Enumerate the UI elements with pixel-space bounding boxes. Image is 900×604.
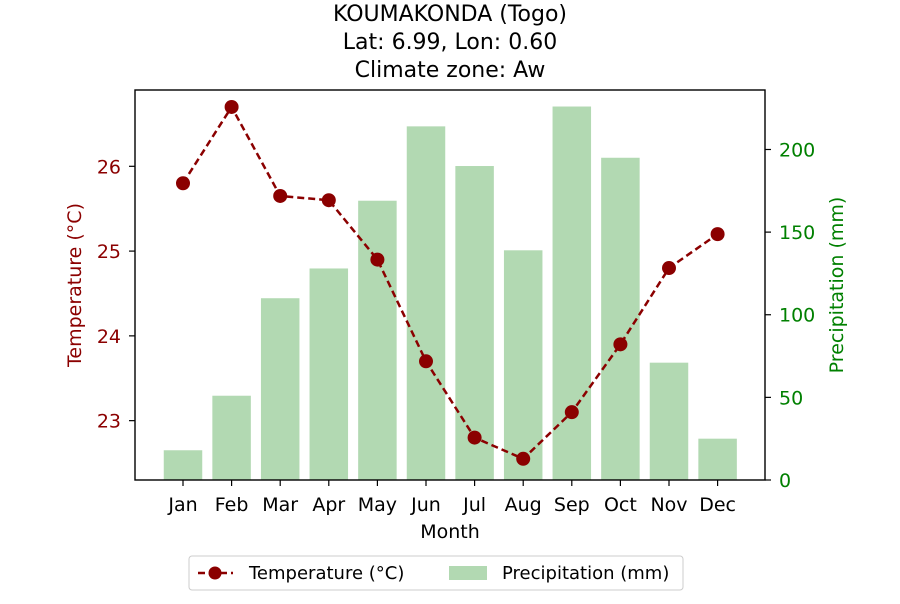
right-tick-label-200: 200: [779, 139, 815, 161]
x-tick-label-jan: Jan: [167, 494, 197, 516]
temperature-point-jun: [419, 354, 433, 368]
precipitation-bar-jun: [407, 126, 446, 480]
x-tick-label-sep: Sep: [554, 494, 590, 516]
x-tick-label-feb: Feb: [215, 494, 249, 516]
temperature-line: [176, 100, 725, 466]
right-tick-label-100: 100: [779, 305, 815, 327]
x-axis: Jan Feb Mar Apr May Jun Jul Aug Sep Oct Nov Dec: [167, 480, 736, 516]
x-tick-label-nov: Nov: [650, 494, 687, 516]
legend-temperature-marker: [209, 567, 222, 580]
precipitation-bar-jan: [164, 450, 203, 480]
left-tick-label-25: 25: [97, 241, 121, 263]
temperature-point-nov: [662, 261, 676, 275]
x-tick-label-aug: Aug: [505, 494, 542, 516]
x-tick-label-jul: Jul: [462, 494, 486, 516]
x-tick-label-oct: Oct: [604, 494, 637, 516]
legend: Temperature (°C) Precipitation (mm): [189, 556, 683, 590]
title-line-3: Climate zone: Aw: [355, 58, 546, 83]
legend-temperature-label: Temperature (°C): [248, 563, 404, 584]
precipitation-bar-oct: [601, 158, 640, 480]
temperature-point-jan: [176, 176, 190, 190]
left-temperature-axis: 23 24 25 26: [97, 156, 135, 432]
x-tick-label-may: May: [358, 494, 397, 516]
temperature-point-may: [370, 253, 384, 267]
precipitation-bar-apr: [310, 268, 349, 480]
x-tick-label-dec: Dec: [699, 494, 736, 516]
left-tick-label-26: 26: [97, 156, 121, 178]
left-axis-label: Temperature (°C): [64, 203, 86, 368]
precipitation-bar-aug: [504, 250, 543, 480]
precipitation-bar-may: [358, 201, 397, 480]
right-tick-label-0: 0: [779, 470, 791, 492]
precipitation-bars: [164, 107, 737, 480]
temperature-point-jul: [468, 431, 482, 445]
title-line-2: Lat: 6.99, Lon: 0.60: [343, 30, 557, 55]
x-tick-label-mar: Mar: [262, 494, 298, 516]
precipitation-bar-mar: [261, 298, 300, 480]
temperature-point-aug: [516, 452, 530, 466]
right-axis-label: Precipitation (mm): [826, 197, 848, 374]
temperature-point-sep: [565, 405, 579, 419]
temperature-point-dec: [711, 227, 725, 241]
precipitation-bar-sep: [553, 107, 592, 480]
left-tick-label-24: 24: [97, 326, 121, 348]
precipitation-bar-feb: [212, 396, 251, 480]
right-tick-label-150: 150: [779, 222, 815, 244]
left-tick-label-23: 23: [97, 411, 121, 433]
temperature-point-mar: [273, 189, 287, 203]
x-tick-label-apr: Apr: [312, 494, 345, 516]
legend-precipitation-swatch: [449, 566, 487, 580]
precipitation-bar-dec: [698, 439, 737, 480]
temperature-point-feb: [225, 100, 239, 114]
title-line-1: KOUMAKONDA (Togo): [333, 2, 567, 27]
temperature-point-apr: [322, 193, 336, 207]
legend-precipitation-label: Precipitation (mm): [502, 563, 669, 584]
chart-title: KOUMAKONDA (Togo) Lat: 6.99, Lon: 0.60 C…: [333, 2, 567, 83]
right-tick-label-50: 50: [779, 387, 803, 409]
right-precipitation-axis: 0 50 100 150 200: [765, 139, 815, 492]
x-tick-label-jun: Jun: [410, 494, 441, 516]
precipitation-bar-nov: [650, 363, 689, 480]
x-axis-label: Month: [420, 521, 480, 543]
temperature-point-oct: [613, 337, 627, 351]
